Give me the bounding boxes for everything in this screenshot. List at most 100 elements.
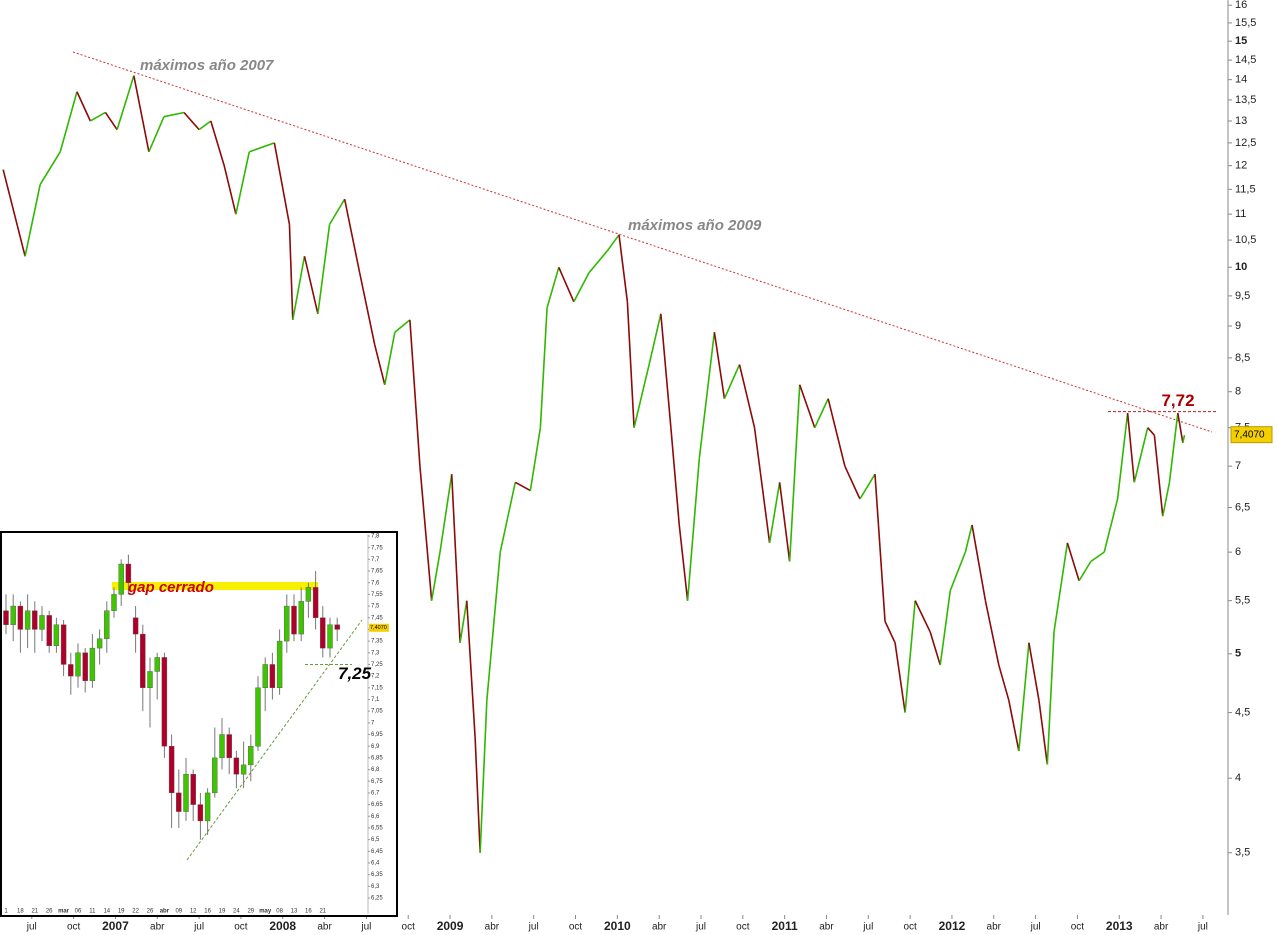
- price-segment: [514, 481, 531, 492]
- price-segment: [288, 224, 294, 320]
- price-segment: [317, 224, 331, 314]
- x-tick-label: abr: [150, 922, 165, 933]
- last-price-label: 7,4070: [370, 625, 387, 631]
- price-segment: [384, 332, 396, 385]
- candle-body: [75, 652, 81, 677]
- price-segment: [894, 642, 906, 713]
- y-tick-label: 11,5: [1235, 183, 1256, 195]
- x-tick-label: 08: [276, 909, 283, 915]
- price-segment: [929, 631, 942, 666]
- x-tick-label: 2010: [604, 919, 631, 933]
- price-segment: [713, 332, 726, 399]
- annotation: máximos año 2007: [140, 57, 274, 74]
- y-tick-label: 6,5: [1235, 501, 1250, 513]
- y-tick-label: 13,5: [1235, 94, 1256, 106]
- price-segment: [1028, 642, 1040, 701]
- y-tick-label: 7,35: [371, 639, 383, 645]
- price-segment: [223, 165, 237, 215]
- x-tick-label: oct: [569, 922, 583, 933]
- price-segment: [723, 364, 741, 400]
- y-tick-label: 3,5: [1235, 847, 1250, 859]
- price-segment: [1103, 498, 1119, 553]
- trend-line: [72, 51, 1213, 433]
- price-segment: [1116, 412, 1129, 500]
- price-segment: [558, 266, 575, 303]
- y-tick-label: 6,4: [371, 861, 380, 867]
- y-tick-label: 6,6: [371, 814, 380, 820]
- x-tick-label: 09: [175, 909, 182, 915]
- candle-body: [248, 745, 254, 766]
- y-tick-label: 11: [1235, 208, 1246, 220]
- candle-body: [32, 610, 38, 630]
- y-tick-label: 4,5: [1235, 706, 1250, 718]
- y-tick-label: 6,25: [371, 896, 383, 902]
- candle-body: [161, 657, 168, 747]
- price-segment: [474, 737, 481, 853]
- y-tick-label: 16: [1235, 0, 1247, 11]
- price-segment: [358, 272, 376, 346]
- y-tick-label: 8: [1235, 386, 1241, 398]
- price-segment: [914, 600, 931, 633]
- x-tick-label: abr: [1154, 922, 1169, 933]
- price-segment: [419, 466, 433, 601]
- y-tick-label: 7,15: [371, 685, 383, 691]
- price-segment: [660, 313, 672, 428]
- y-tick-label: 5,5: [1235, 595, 1250, 607]
- x-tick-label: 22: [132, 909, 139, 915]
- y-tick-label: 7,45: [371, 615, 383, 621]
- price-segment: [1168, 412, 1179, 483]
- candle-body: [17, 605, 24, 630]
- y-tick-label: 12,5: [1235, 137, 1256, 149]
- y-tick-label: 14,5: [1235, 54, 1256, 66]
- x-tick-label: abr: [160, 909, 170, 915]
- price-segment: [273, 142, 291, 225]
- price-segment: [768, 482, 781, 544]
- x-tick-label: jul: [1030, 922, 1041, 933]
- price-segment: [479, 700, 488, 853]
- inset-frame: [0, 531, 398, 917]
- candle-body: [255, 687, 261, 747]
- y-tick-label: 6,45: [371, 849, 383, 855]
- x-tick-label: abr: [987, 922, 1002, 933]
- x-tick-label: 2007: [102, 919, 129, 933]
- price-segment: [430, 552, 441, 601]
- price-segment: [235, 151, 251, 215]
- price-segment: [373, 344, 386, 385]
- candle-body: [168, 745, 175, 794]
- candle-body: [269, 664, 276, 689]
- candle-body: [291, 605, 297, 635]
- x-tick-label: 2008: [269, 919, 296, 933]
- candle-body: [132, 617, 139, 635]
- price-segment: [1046, 631, 1055, 765]
- x-tick-label: 06: [75, 909, 82, 915]
- price-segment: [827, 398, 846, 467]
- price-segment: [1147, 427, 1155, 436]
- price-segment: [1066, 542, 1080, 581]
- annotation: máximos año 2009: [628, 217, 762, 234]
- trend-line: [186, 619, 363, 861]
- annotation: gap cerrado: [127, 579, 214, 596]
- price-segment: [1177, 412, 1184, 443]
- x-tick-label: oct: [234, 922, 248, 933]
- x-tick-label: 16: [204, 909, 211, 915]
- last-price-box: [369, 623, 389, 632]
- y-tick-label: 7,3: [371, 650, 380, 656]
- price-segment: [1153, 435, 1164, 517]
- price-segment: [183, 111, 200, 131]
- x-tick-label: 26: [46, 909, 53, 915]
- y-tick-label: 6,8: [371, 767, 380, 773]
- candle-body: [219, 734, 225, 759]
- y-tick-label: 7,5: [371, 604, 380, 610]
- candle-body: [10, 605, 16, 625]
- candle-body: [96, 638, 103, 649]
- candle-body: [312, 587, 319, 618]
- price-segment: [686, 458, 701, 601]
- y-tick-label: 9,5: [1235, 290, 1250, 302]
- price-segment: [465, 600, 476, 738]
- y-tick-label: 7,25: [371, 662, 383, 668]
- x-tick-label: abr: [652, 922, 667, 933]
- candle-body: [39, 615, 45, 630]
- price-segment: [76, 91, 92, 122]
- y-tick-label: 7,55: [371, 592, 383, 598]
- candle-body: [233, 757, 240, 775]
